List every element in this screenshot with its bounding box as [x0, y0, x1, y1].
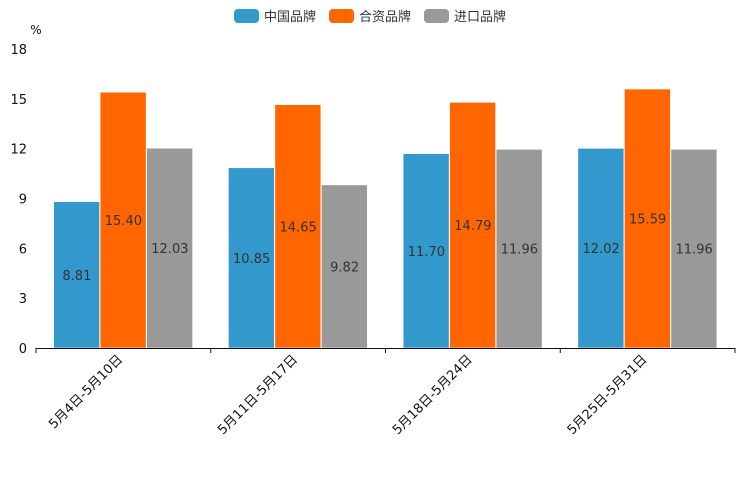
bar-value-label: 14.79	[454, 219, 491, 234]
bar[interactable]	[577, 148, 625, 349]
bar-value-label: 11.96	[501, 243, 538, 258]
legend-swatch[interactable]	[234, 9, 259, 23]
y-tick-label: 6	[19, 242, 27, 257]
bar-value-label: 11.70	[408, 245, 445, 260]
x-tick-label: 5月4日-5月10日	[46, 352, 126, 432]
data-labels: 8.81 15.40 12.03 10.85 14.65 9.82 11.70 14.79 11…	[62, 213, 712, 284]
y-tick-label: 0	[19, 342, 27, 357]
y-tick-label: 18	[10, 43, 27, 58]
bar[interactable]	[53, 201, 100, 349]
bar-value-label: 12.03	[151, 242, 188, 257]
y-tick-label: 3	[19, 292, 27, 307]
bars	[53, 88, 718, 349]
y-tick-label: 12	[10, 143, 27, 158]
bar[interactable]	[670, 149, 718, 349]
legend: 中国品牌 合资品牌 进口品牌	[234, 9, 506, 25]
bar[interactable]	[228, 167, 275, 349]
legend-label[interactable]: 进口品牌	[454, 9, 506, 25]
legend-label[interactable]: 中国品牌	[264, 9, 316, 25]
bar-value-label: 12.02	[583, 242, 620, 257]
y-tick-label: 9	[19, 193, 27, 208]
bar-value-label: 8.81	[62, 269, 91, 284]
x-axis: 5月4日-5月10日 5月11日-5月17日 5月18日-5月24日 5月25日-5月…	[35, 348, 736, 438]
bar[interactable]	[449, 102, 496, 349]
legend-swatch[interactable]	[329, 9, 354, 23]
bar-value-label: 15.59	[629, 213, 666, 228]
bar-value-label: 14.65	[280, 220, 317, 235]
y-axis: 0 3 6 9 12 15 18	[10, 43, 27, 357]
bar-value-label: 9.82	[330, 260, 359, 275]
x-tick-label: 5月25日-5月31日	[565, 352, 651, 438]
bar[interactable]	[274, 104, 322, 349]
bar[interactable]	[146, 147, 193, 349]
y-axis-unit-label: %	[30, 23, 41, 37]
x-tick-label: 5月11日-5月17日	[215, 352, 301, 438]
bar[interactable]	[624, 88, 671, 349]
x-tick-label: 5月18日-5月24日	[390, 352, 476, 438]
bar-value-label: 10.85	[233, 252, 270, 267]
legend-label[interactable]: 合资品牌	[359, 9, 411, 25]
bar[interactable]	[99, 91, 147, 349]
legend-swatch[interactable]	[424, 9, 449, 23]
bar-value-label: 15.40	[105, 214, 142, 229]
y-tick-label: 15	[10, 93, 27, 108]
bar[interactable]	[321, 184, 368, 349]
bar-value-label: 11.96	[676, 243, 713, 258]
